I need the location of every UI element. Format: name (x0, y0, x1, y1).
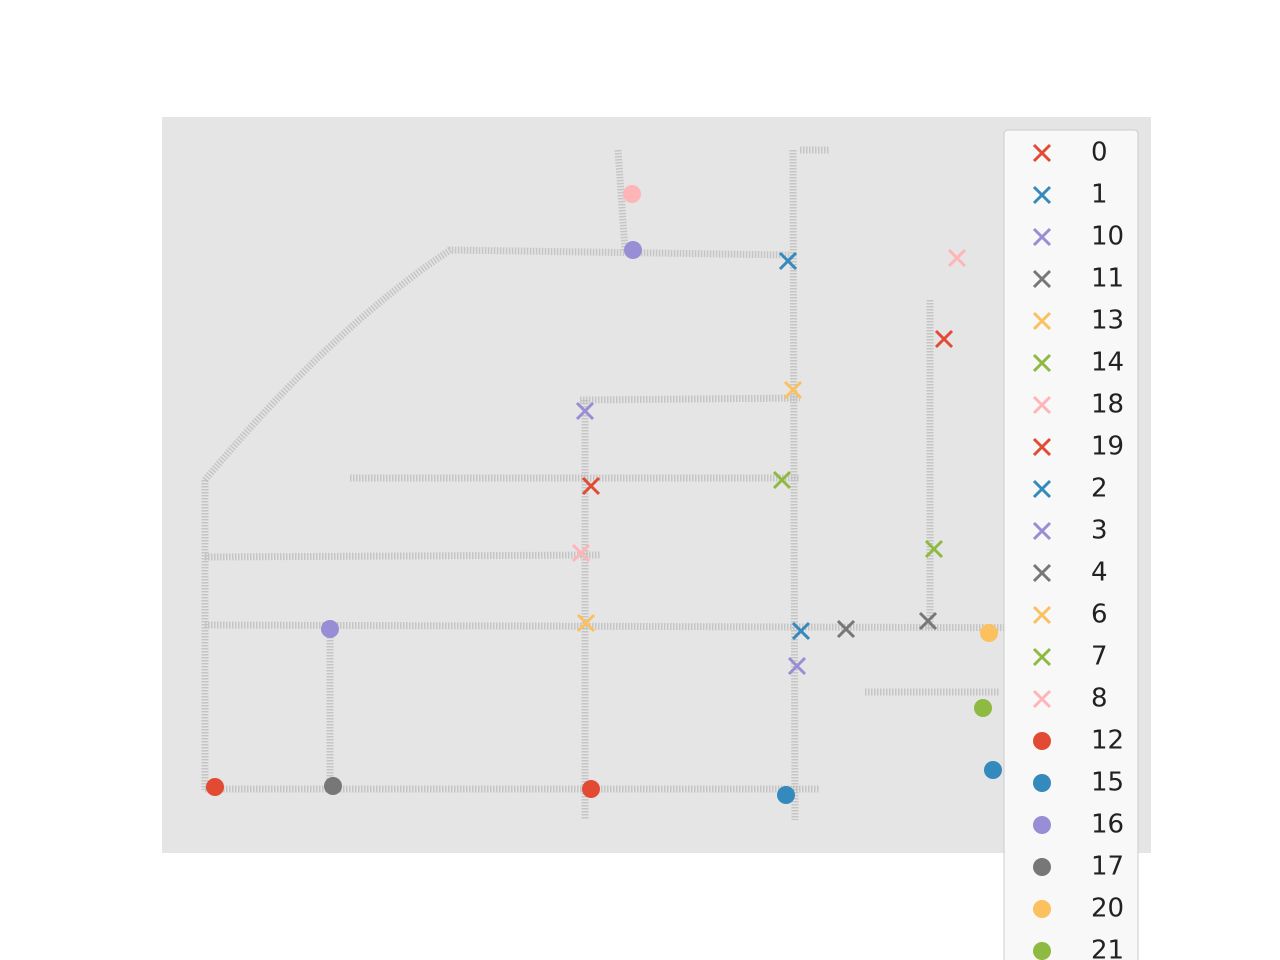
legend-label: 17 (1091, 852, 1124, 882)
legend-label: 11 (1091, 264, 1124, 294)
point (778, 251, 798, 271)
point (984, 761, 1002, 779)
trajectory-background (201, 146, 1101, 821)
legend-marker (1032, 437, 1052, 457)
point (783, 380, 803, 400)
legend-label: 2 (1091, 474, 1108, 504)
point (772, 470, 792, 490)
plot-area (162, 117, 1151, 853)
legend-box (1003, 129, 1139, 960)
legend-label: 4 (1091, 558, 1108, 588)
point (624, 241, 642, 259)
legend-marker (1032, 647, 1052, 667)
legend-label: 8 (1091, 684, 1108, 714)
point (582, 780, 600, 798)
legend-marker (1032, 269, 1052, 289)
legend-marker (1032, 185, 1052, 205)
point (623, 185, 641, 203)
legend-label: 14 (1091, 348, 1124, 378)
point (321, 620, 339, 638)
legend-label: 20 (1091, 894, 1124, 924)
legend-marker (1033, 900, 1051, 918)
legend: 0 1 10 11 13 14 18 19 2 3 4 6 7 8 12 15 16 17 20 21 (1003, 129, 1139, 960)
point (934, 329, 954, 349)
legend-marker (1032, 353, 1052, 373)
legend-label: 0 (1091, 138, 1108, 168)
point (206, 778, 224, 796)
point (924, 539, 944, 559)
legend-label: 6 (1091, 600, 1108, 630)
point (974, 699, 992, 717)
point (787, 656, 807, 676)
legend-label: 15 (1091, 768, 1124, 798)
point (777, 786, 795, 804)
legend-marker (1033, 732, 1051, 750)
legend-marker (1032, 143, 1052, 163)
legend-label: 18 (1091, 390, 1124, 420)
point (571, 543, 591, 563)
legend-label: 13 (1091, 306, 1124, 336)
legend-label: 19 (1091, 432, 1124, 462)
point (324, 777, 342, 795)
point (947, 248, 967, 268)
point (918, 611, 938, 631)
legend-label: 10 (1091, 222, 1124, 252)
legend-label: 21 (1091, 936, 1124, 960)
legend-marker (1032, 395, 1052, 415)
point (575, 401, 595, 421)
legend-label: 16 (1091, 810, 1124, 840)
point (791, 621, 811, 641)
legend-label: 1 (1091, 180, 1108, 210)
legend-marker (1033, 774, 1051, 792)
legend-marker (1032, 479, 1052, 499)
point (836, 619, 856, 639)
point (581, 476, 601, 496)
legend-marker (1032, 563, 1052, 583)
legend-label: 12 (1091, 726, 1124, 756)
legend-marker (1033, 816, 1051, 834)
legend-marker (1032, 689, 1052, 709)
legend-marker (1032, 605, 1052, 625)
legend-marker (1033, 942, 1051, 960)
legend-label: 7 (1091, 642, 1108, 672)
legend-marker (1032, 311, 1052, 331)
legend-marker (1033, 858, 1051, 876)
legend-marker (1032, 227, 1052, 247)
points (206, 185, 1002, 804)
point (576, 613, 596, 633)
legend-label: 3 (1091, 516, 1108, 546)
point (980, 624, 998, 642)
legend-marker (1032, 521, 1052, 541)
